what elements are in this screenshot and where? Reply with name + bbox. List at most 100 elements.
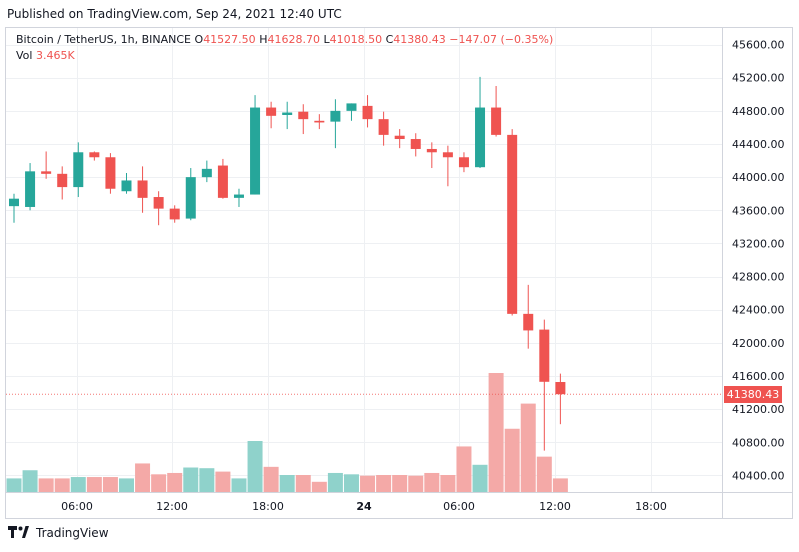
- footer: TradingView: [8, 526, 109, 540]
- y-tick-label: 43600.00: [732, 204, 785, 217]
- x-tick-label: 06:00: [61, 500, 93, 513]
- volume-bar: [536, 456, 552, 492]
- last-price-tag: 41380.43: [724, 386, 782, 403]
- vol-label: Vol: [16, 49, 33, 62]
- candle-body: [410, 139, 421, 149]
- volume-bar: [263, 466, 279, 492]
- volume-bar: [183, 467, 199, 492]
- x-tick-label: 24: [356, 500, 372, 513]
- candle-body: [298, 111, 309, 120]
- y-tick-label: 40800.00: [732, 436, 785, 449]
- volume-bar: [488, 373, 504, 492]
- volume-bar: [360, 475, 376, 492]
- candle-body: [153, 197, 164, 209]
- y-tick-label: 40400.00: [732, 469, 785, 482]
- candle-body: [491, 107, 502, 135]
- candle-body: [41, 171, 52, 174]
- volume-bar: [343, 474, 359, 492]
- candle-body: [282, 112, 293, 115]
- volume-bar: [135, 463, 151, 492]
- candle-body: [539, 329, 550, 382]
- candle-body: [121, 180, 132, 192]
- candle-body: [426, 148, 437, 153]
- y-tick-label: 45200.00: [732, 72, 785, 85]
- volume-bar: [311, 481, 327, 492]
- y-tick-label: 45600.00: [732, 39, 785, 52]
- volume-bar: [102, 477, 118, 492]
- candle-body: [362, 105, 373, 120]
- volume-bar: [440, 475, 456, 492]
- volume-bar: [215, 471, 231, 492]
- candle-body: [458, 157, 469, 168]
- candle-body: [137, 180, 148, 198]
- candle-body: [89, 152, 100, 158]
- x-tick-label: 12:00: [156, 500, 188, 513]
- volume-bar: [151, 474, 167, 492]
- volume-bar: [38, 478, 54, 492]
- y-tick-label: 42000.00: [732, 337, 785, 350]
- candle-body: [169, 208, 180, 220]
- volume-bar: [6, 478, 22, 492]
- candle-body: [201, 168, 212, 178]
- legend-close-label: C: [385, 33, 394, 46]
- legend-high-label: H: [259, 33, 268, 46]
- x-tick-label: 06:00: [443, 500, 475, 513]
- x-tick-label: 18:00: [635, 500, 667, 513]
- volume-bar: [118, 478, 134, 492]
- y-tick-label: 42400.00: [732, 304, 785, 317]
- y-tick-label: 44800.00: [732, 105, 785, 118]
- candle-body: [25, 171, 36, 207]
- volume-bar: [22, 470, 38, 492]
- candle-body: [314, 120, 325, 123]
- volume-bar: [392, 475, 408, 492]
- legend-symbol: Bitcoin / TetherUS, 1h, BINANCE: [16, 33, 192, 46]
- volume-bar: [279, 475, 295, 492]
- volume-bar: [552, 478, 568, 492]
- candle-body: [9, 198, 19, 207]
- volume-bar: [199, 468, 215, 492]
- footer-brand: TradingView: [36, 526, 109, 540]
- y-tick-label: 41200.00: [732, 403, 785, 416]
- volume-bar: [504, 428, 520, 492]
- legend-open-label: O: [194, 33, 204, 46]
- legend-high: 41628.70: [267, 33, 320, 46]
- volume-bar: [231, 478, 247, 492]
- volume-bar: [295, 475, 311, 492]
- volume-bar: [327, 472, 343, 492]
- candle-body: [185, 177, 196, 219]
- legend-change: −147.07 (−0.35%): [449, 33, 554, 46]
- published-header: Published on TradingView.com, Sep 24, 20…: [7, 7, 342, 21]
- candle-body: [555, 382, 566, 395]
- legend-close: 41380.43: [393, 33, 446, 46]
- candle-body: [105, 157, 116, 189]
- x-tick-label: 12:00: [539, 500, 571, 513]
- volume-bar: [424, 472, 440, 492]
- y-tick-label: 41600.00: [732, 370, 785, 383]
- vol-value: 3.465K: [35, 49, 75, 62]
- candle-body: [330, 110, 341, 122]
- volume-bar: [408, 475, 424, 492]
- candle-body: [266, 107, 277, 116]
- candle-body: [346, 103, 357, 111]
- candle-body: [233, 194, 244, 198]
- volume-bar: [376, 475, 392, 492]
- candle-body: [250, 107, 261, 195]
- legend-open: 41527.50: [203, 33, 256, 46]
- y-tick-label: 44000.00: [732, 171, 785, 184]
- candle-body: [57, 173, 68, 188]
- x-tick-label: 18:00: [252, 500, 284, 513]
- chart-frame: [5, 27, 793, 519]
- volume-bar: [472, 464, 488, 492]
- candle-body: [475, 107, 486, 168]
- volume-bar: [54, 478, 70, 492]
- y-tick-label: 43200.00: [732, 237, 785, 250]
- volume-bar: [70, 477, 86, 492]
- y-tick-label: 42800.00: [732, 271, 785, 284]
- volume-legend: Vol 3.465K: [16, 49, 75, 62]
- candle-body: [523, 313, 534, 331]
- candle-body: [217, 165, 228, 198]
- legend-low: 41018.50: [329, 33, 383, 46]
- candle-body: [442, 152, 453, 158]
- candle-body: [378, 119, 389, 135]
